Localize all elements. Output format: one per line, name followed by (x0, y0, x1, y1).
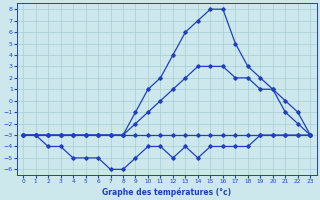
X-axis label: Graphe des températures (°c): Graphe des températures (°c) (102, 187, 231, 197)
